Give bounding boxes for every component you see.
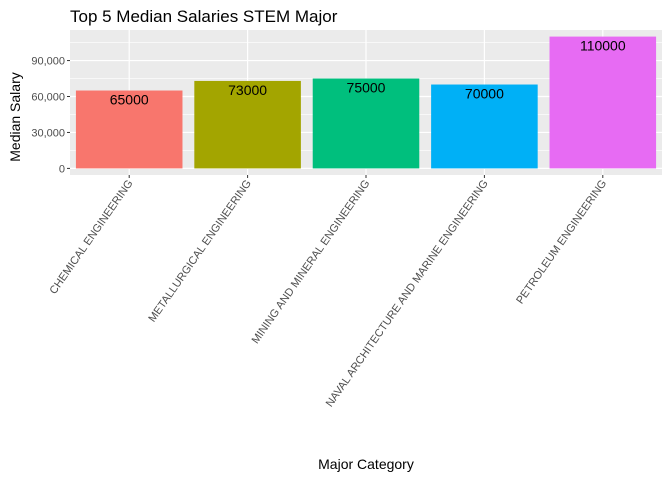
x-tick-label: MINING AND MINERAL ENGINEERING: [250, 178, 373, 346]
bar: [312, 78, 420, 169]
y-axis: 0 30,000 60,000 90,000: [31, 56, 70, 175]
data-label: 65000: [110, 92, 149, 108]
x-axis: CHEMICAL ENGINEERING METALLURGICAL ENGINE…: [48, 175, 609, 409]
x-axis-title: Major Category: [318, 456, 414, 472]
y-axis-title: Median Salary: [7, 72, 23, 162]
x-tick-label: PETROLEUM ENGINEERING: [514, 178, 609, 307]
chart-title: Top 5 Median Salaries STEM Major: [70, 7, 338, 26]
data-label: 70000: [465, 86, 504, 102]
y-tick-label: 60,000: [31, 92, 65, 104]
bar: [75, 90, 183, 169]
x-tick-label: CHEMICAL ENGINEERING: [48, 178, 136, 297]
data-label: 110000: [580, 38, 626, 54]
y-tick-label: 90,000: [31, 56, 65, 68]
y-tick-label: 0: [59, 163, 65, 175]
bar: [549, 36, 657, 169]
x-tick-label: METALLURGICAL ENGINEERING: [146, 178, 254, 325]
data-label: 75000: [347, 80, 386, 96]
bar: [431, 84, 538, 169]
bar: [194, 80, 301, 169]
y-tick-label: 30,000: [31, 127, 65, 139]
data-labels: 65000 73000 75000 70000 110000: [110, 38, 626, 108]
data-label: 73000: [228, 82, 267, 98]
bars: [75, 36, 657, 169]
